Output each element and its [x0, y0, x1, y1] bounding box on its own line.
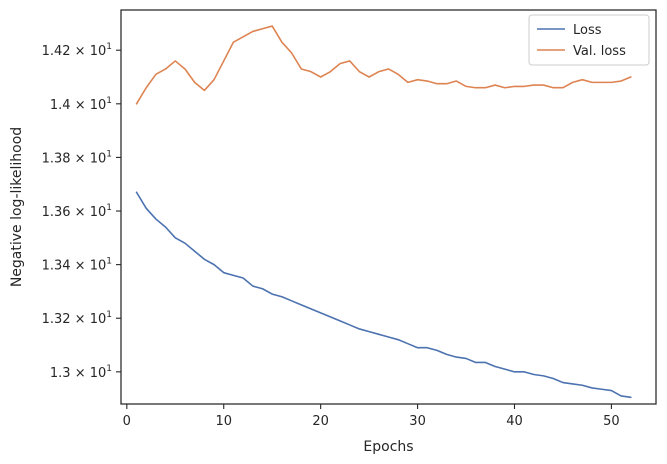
y-tick-label: 1.3 × 101 [50, 364, 112, 381]
y-tick-label: 1.42 × 101 [42, 42, 112, 59]
legend-label-2: Val. loss [573, 44, 626, 59]
x-axis-label: Epochs [363, 439, 413, 455]
x-tick-label: 30 [409, 414, 426, 429]
series-layer [135, 25, 632, 399]
series-line-2 [135, 25, 632, 105]
x-tick-label: 20 [312, 414, 329, 429]
y-tick-label: 1.34 × 101 [42, 257, 112, 274]
y-tick-label: 1.38 × 101 [42, 149, 112, 166]
y-tick-label: 1.4 × 101 [50, 96, 112, 113]
y-axis-label: Negative log-likelihood [9, 127, 25, 287]
x-tick-label: 10 [215, 414, 232, 429]
legend: Loss Val. loss [528, 14, 650, 66]
series-line-1 [135, 191, 632, 399]
y-tick-label: 1.36 × 101 [42, 203, 112, 220]
y-tick-label: 1.32 × 101 [42, 310, 112, 327]
x-tick-label: 40 [506, 414, 523, 429]
x-tick-label: 50 [603, 414, 620, 429]
x-tick-label: 0 [123, 414, 131, 429]
legend-label-1: Loss [573, 23, 602, 38]
y-axis: 1.3 × 101 1.32 × 101 1.34 × 101 1.36 × 101 1… [42, 42, 121, 381]
plot-frame [120, 9, 657, 405]
legend-box [528, 14, 650, 66]
x-axis: 0 10 20 30 40 50 [123, 404, 620, 429]
